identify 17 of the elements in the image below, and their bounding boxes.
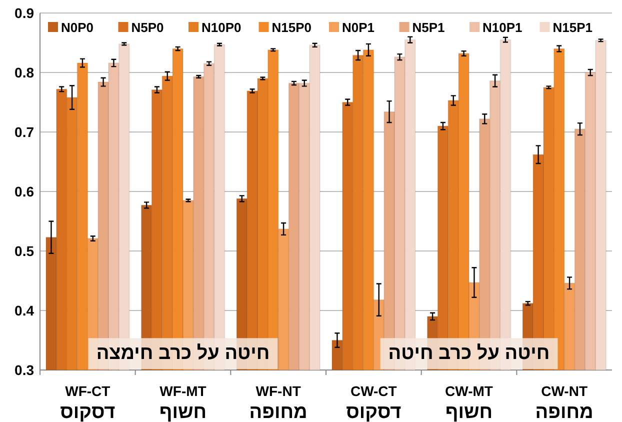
legend-label: N15P1	[552, 20, 592, 35]
legend-label: N0P0	[61, 20, 94, 35]
legend-label: N0P1	[342, 20, 375, 35]
legend-label: N5P0	[131, 20, 164, 35]
legend-label: N10P1	[482, 20, 522, 35]
y-tick-label: 0.4	[14, 302, 34, 318]
y-tick-label: 0.8	[14, 64, 34, 80]
annotation: חיטה על כרב חימצה	[96, 343, 270, 364]
y-tick-label: 0.9	[14, 5, 34, 21]
legend-label: N5P1	[412, 20, 445, 35]
y-tick-label: 0.7	[14, 124, 34, 140]
y-tick-label: 0.6	[14, 184, 34, 200]
legend-label: N15P0	[272, 20, 312, 35]
annotation: חיטה על כרב חיטה	[388, 343, 550, 364]
legend-label: N10P0	[202, 20, 242, 35]
y-tick-label: 0.5	[14, 243, 34, 259]
y-tick-label: 0.3	[14, 362, 34, 378]
